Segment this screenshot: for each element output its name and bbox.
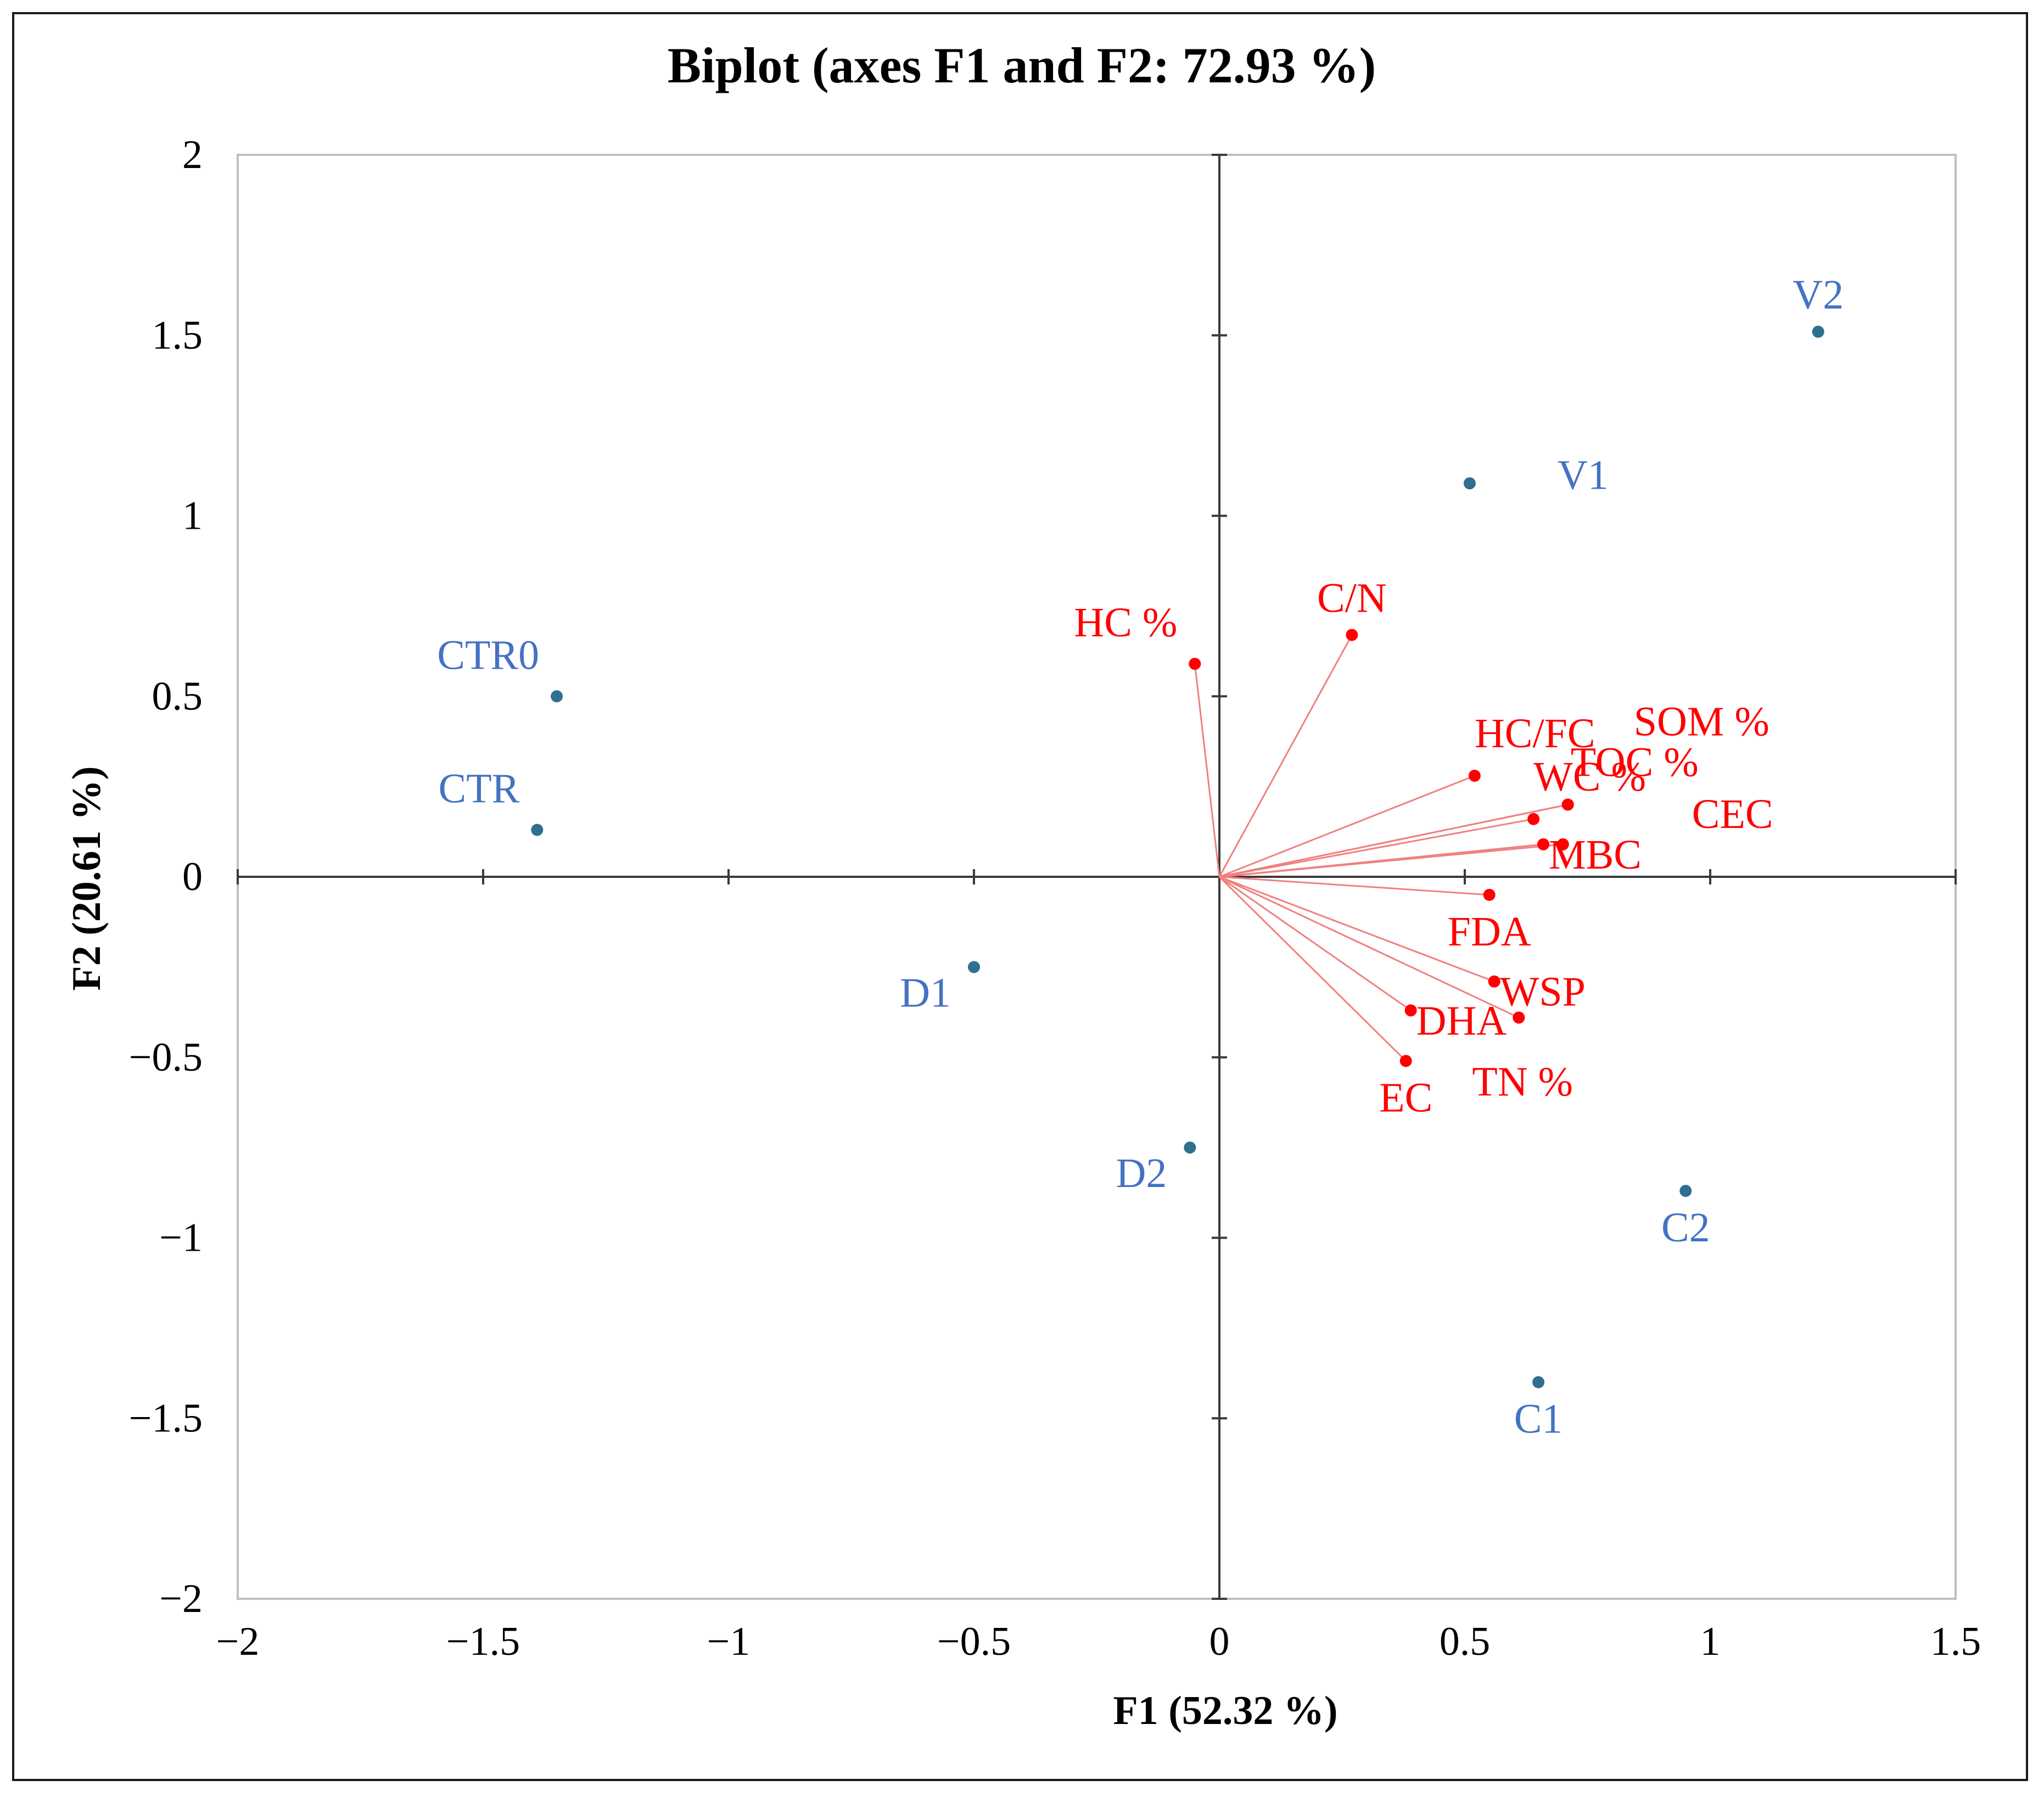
- variable-vector-tip: [1561, 798, 1574, 811]
- observation-label: V1: [1558, 452, 1609, 498]
- variable-vector-tip: [1483, 888, 1496, 901]
- variable-vector-line: [1219, 876, 1412, 1011]
- y-tick-label: 2: [182, 132, 203, 177]
- variable-vector-tip: [1346, 629, 1358, 641]
- x-tick-label: 0.5: [1440, 1619, 1491, 1664]
- variable-label: WC %: [1533, 754, 1646, 800]
- observation-point: [1532, 1376, 1545, 1389]
- observation-point: [1812, 326, 1824, 338]
- chart-title: Biplot (axes F1 and F2: 72.93 %): [668, 37, 1376, 93]
- figure-frame: [12, 12, 2028, 1781]
- x-tick-label: −1: [707, 1619, 751, 1664]
- y-tick-label: −0.5: [129, 1035, 203, 1080]
- variable-label: HC/FC: [1475, 710, 1595, 757]
- x-tick-label: 1.5: [1930, 1619, 1981, 1664]
- variable-vector-line: [1218, 876, 1407, 1062]
- variable-vector-tip: [1537, 838, 1550, 850]
- observation-point: [551, 690, 563, 703]
- observation-label: C2: [1661, 1205, 1710, 1251]
- variable-label: SOM %: [1634, 699, 1769, 745]
- ticks-layer: −2 −1.5 −1 −0.5 0 0.5 1 1.5 −2 −1.5 −1 −0.5 0 0.5 1 1.5…: [129, 132, 1981, 1664]
- observation-points: CTR0 CTR D1 D2 V1 V2 C1 C2: [437, 272, 1844, 1442]
- variable-vector-tip: [1468, 769, 1481, 782]
- variable-vector-line: [1219, 804, 1569, 878]
- x-axis-label: F1 (52.32 %): [1113, 1688, 1338, 1733]
- observation-label: CTR: [439, 766, 520, 812]
- variable-label: HC %: [1074, 600, 1177, 646]
- variable-label: WSP: [1500, 969, 1586, 1015]
- variable-vector-tip: [1556, 838, 1569, 850]
- variable-vector-tip: [1513, 1011, 1525, 1024]
- x-tick-label: −0.5: [937, 1619, 1011, 1664]
- y-tick-label: −2: [159, 1576, 203, 1621]
- variable-vector-line: [1219, 843, 1544, 878]
- variable-vector-line: [1219, 876, 1489, 896]
- variable-label: CEC: [1692, 791, 1773, 837]
- variable-vector-line: [1219, 876, 1519, 1018]
- variable-vector-tip: [1527, 813, 1540, 825]
- observation-point: [1184, 1141, 1196, 1154]
- variable-vector-line: [1219, 775, 1475, 878]
- variable-vector-tip: [1488, 975, 1500, 988]
- axes-layer: [238, 155, 1956, 1599]
- observation-point: [1679, 1185, 1692, 1197]
- variable-label: EC: [1379, 1074, 1432, 1121]
- observation-point: [968, 961, 980, 973]
- variable-vector-tip: [1189, 658, 1201, 670]
- variable-vector-line: [1219, 876, 1495, 983]
- y-axis-label: F2 (20.61 %): [64, 766, 109, 991]
- y-tick-label: 0: [182, 854, 203, 899]
- observation-label: V2: [1793, 272, 1844, 318]
- observation-point: [1463, 477, 1476, 490]
- y-tick-label: −1: [159, 1216, 203, 1261]
- variable-label: C/N: [1317, 575, 1387, 621]
- observation-label: D2: [1116, 1150, 1167, 1196]
- y-tick-label: 1.5: [152, 313, 203, 358]
- variable-vector-tip: [1399, 1055, 1412, 1067]
- x-tick-label: −1.5: [446, 1619, 520, 1664]
- y-tick-label: −1.5: [129, 1396, 203, 1441]
- observation-point: [531, 824, 544, 836]
- variable-label: TN %: [1472, 1059, 1573, 1105]
- x-tick-label: 0: [1209, 1619, 1230, 1664]
- observation-label: CTR0: [437, 632, 539, 678]
- variable-vector-line: [1219, 818, 1534, 878]
- x-tick-label: 1: [1700, 1619, 1721, 1664]
- variable-label: TOC %: [1571, 740, 1699, 786]
- observation-label: D1: [900, 970, 951, 1016]
- y-tick-label: 1: [182, 494, 203, 539]
- variable-vectors: HC %C/NHC/FC SOM %TOC %WC %CECMBCFDAWSPDH…: [1074, 575, 1773, 1121]
- variable-label: FDA: [1448, 909, 1531, 955]
- observation-label: C1: [1514, 1396, 1563, 1442]
- y-tick-label: 0.5: [152, 674, 203, 719]
- x-tick-label: −2: [216, 1619, 260, 1664]
- variable-vector-line: [1194, 663, 1220, 877]
- variable-vector-tip: [1404, 1004, 1417, 1017]
- variable-vector-line: [1218, 634, 1353, 877]
- variable-label: MBC: [1549, 832, 1642, 878]
